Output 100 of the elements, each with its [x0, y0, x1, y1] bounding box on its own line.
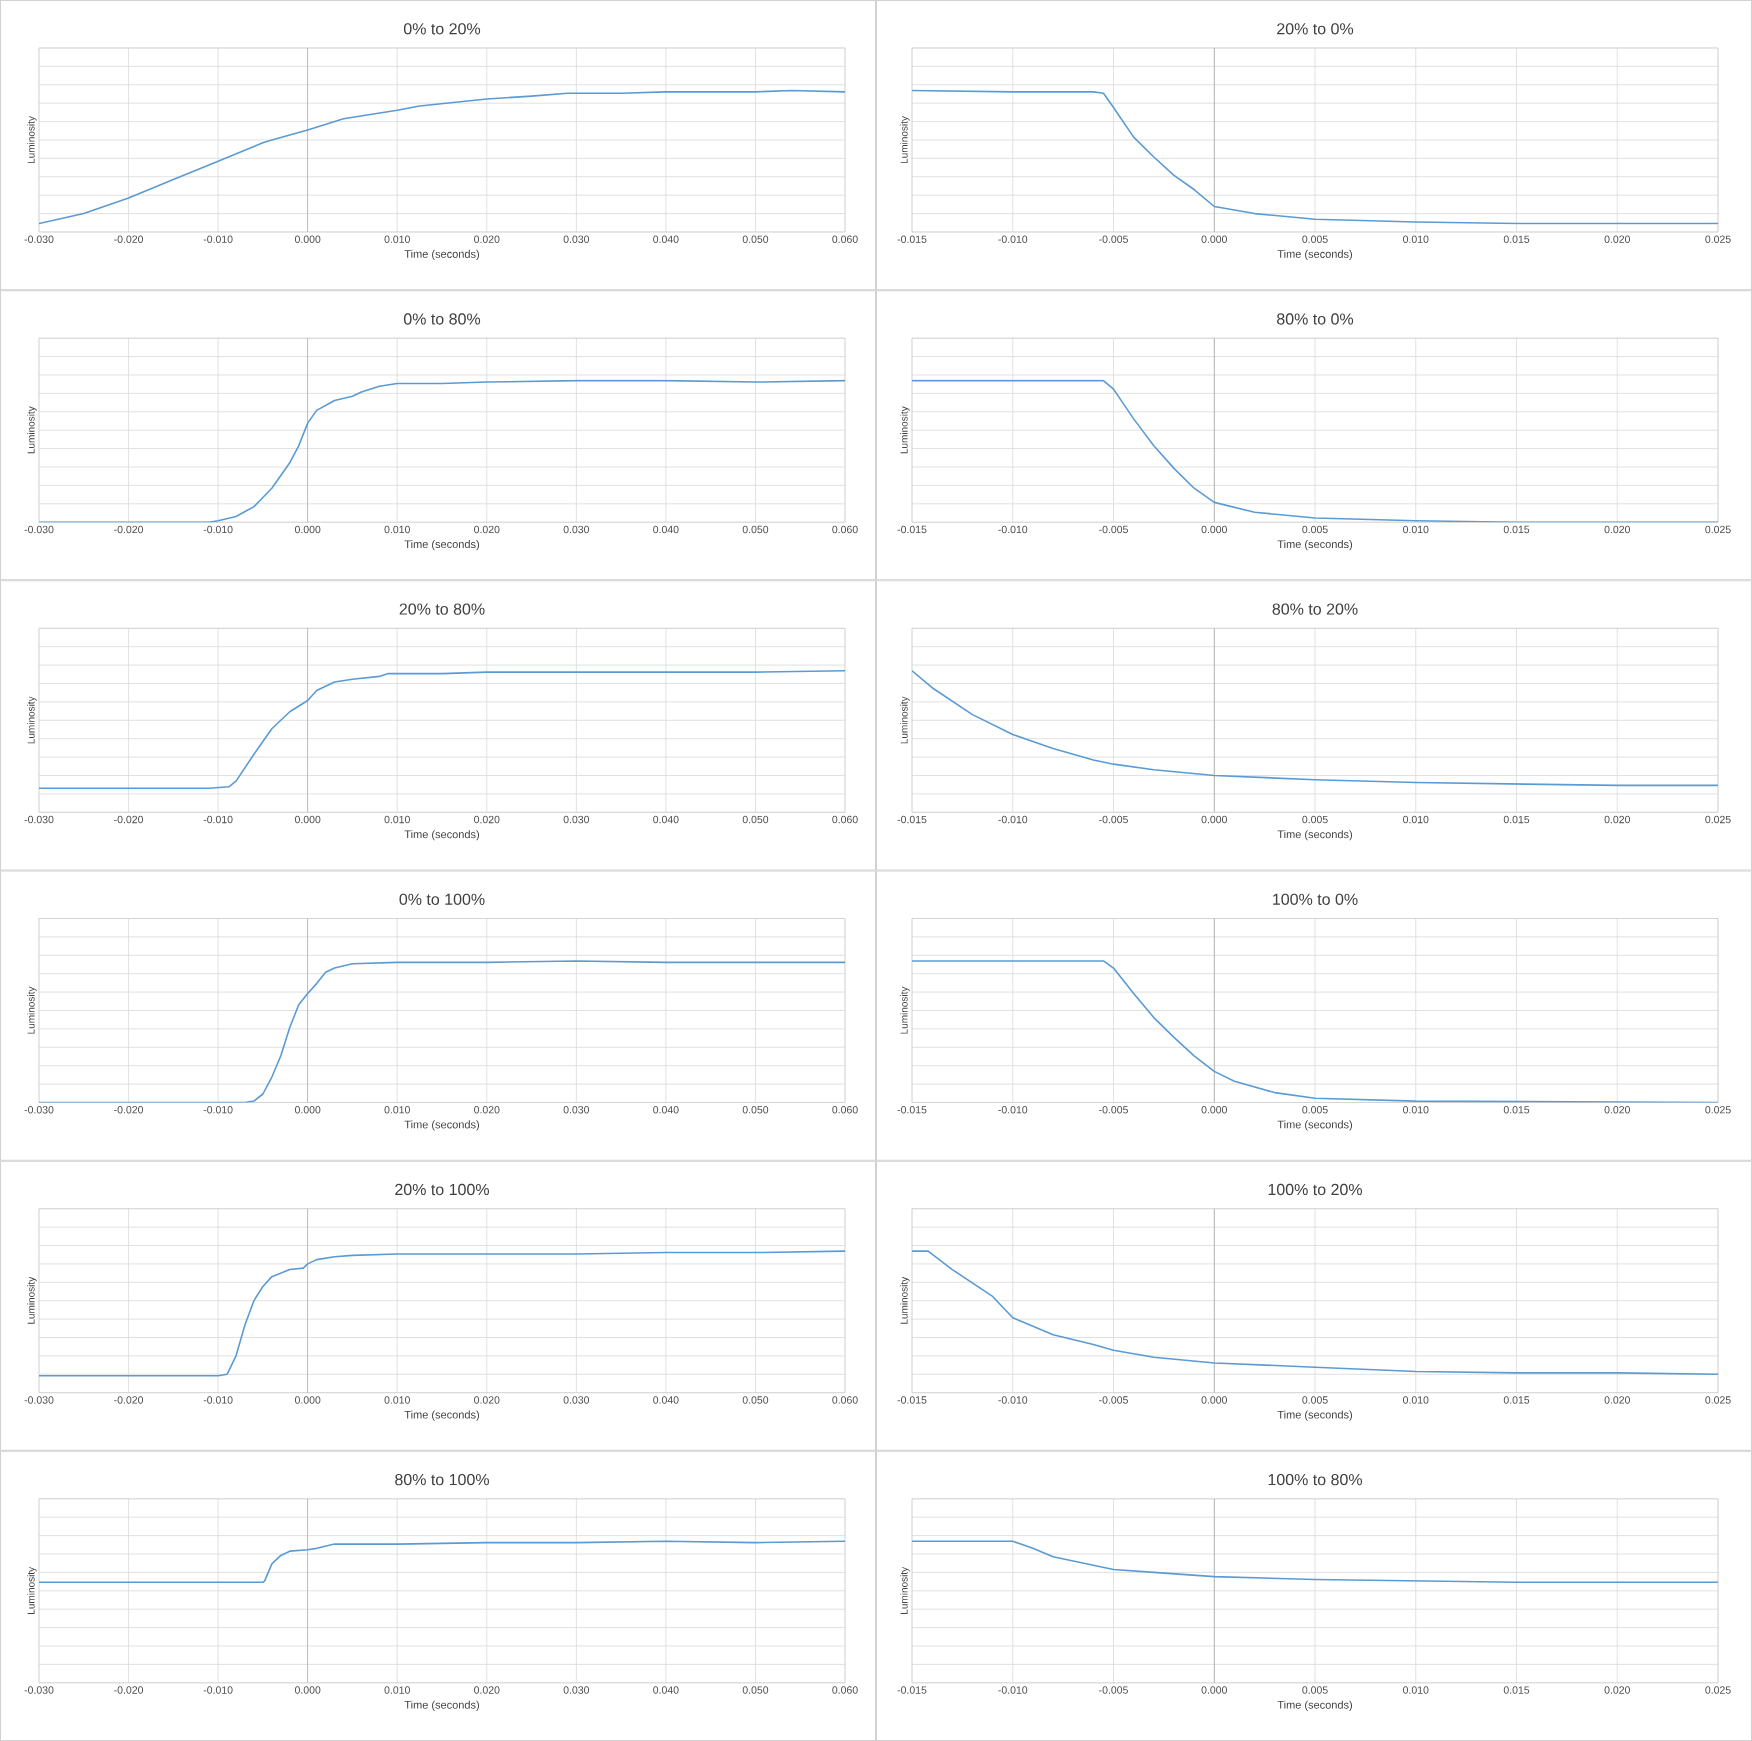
x-tick-label: -0.010	[998, 235, 1028, 243]
x-tick-label: -0.030	[24, 235, 54, 243]
y-axis-title: Luminosity	[900, 116, 910, 164]
x-tick-label: 0.010	[384, 525, 410, 534]
x-tick-label: 0.020	[474, 1396, 500, 1404]
x-tick-label: -0.020	[114, 525, 144, 534]
x-tick-label: -0.010	[998, 1396, 1028, 1404]
x-tick-label: 0.015	[1503, 525, 1530, 534]
y-axis-title: Luminosity	[27, 116, 37, 164]
y-axis-title: Luminosity	[900, 1566, 910, 1614]
y-axis-title: Luminosity	[900, 406, 910, 454]
chart-title: 80% to 100%	[395, 1473, 490, 1486]
x-tick-label: -0.010	[203, 1106, 233, 1114]
y-axis-title: Luminosity	[27, 696, 37, 744]
x-tick-label: 0.030	[563, 525, 590, 534]
x-tick-label: 0.040	[653, 235, 679, 243]
x-tick-label: 0.020	[474, 1106, 500, 1114]
x-axis-title: Time (seconds)	[404, 830, 479, 841]
x-tick-label: 0.030	[563, 235, 590, 243]
x-tick-label: 0.010	[384, 1396, 410, 1404]
y-axis-title: Luminosity	[900, 986, 910, 1034]
x-tick-label: 0.020	[1604, 815, 1630, 824]
x-tick-label: 0.000	[1201, 1106, 1227, 1114]
x-tick-label: 0.000	[294, 1106, 321, 1114]
chart-title: 0% to 80%	[403, 313, 481, 325]
x-tick-label: -0.020	[114, 1686, 144, 1694]
x-axis-title: Time (seconds)	[1277, 1700, 1353, 1711]
y-axis-title: Luminosity	[27, 1566, 37, 1614]
x-tick-label: -0.005	[1099, 1396, 1128, 1404]
x-tick-label: 0.030	[563, 1686, 590, 1694]
x-tick-label: 0.000	[294, 815, 321, 824]
chart-title: 20% to 80%	[399, 603, 485, 615]
x-tick-label: -0.030	[24, 1106, 54, 1114]
x-tick-label: 0.000	[1201, 1396, 1227, 1404]
x-tick-label: 0.025	[1705, 1396, 1731, 1404]
x-tick-label: 0.010	[384, 1106, 410, 1114]
x-tick-label: 0.010	[1403, 1106, 1429, 1114]
x-tick-label: -0.015	[897, 815, 927, 824]
x-tick-label: 0.050	[742, 1686, 769, 1694]
x-tick-label: 0.000	[294, 1686, 321, 1694]
x-tick-label: 0.060	[832, 1396, 858, 1404]
x-tick-label: 0.060	[832, 1686, 858, 1694]
x-tick-label: -0.010	[203, 1396, 233, 1404]
y-axis-title: Luminosity	[900, 1276, 910, 1324]
x-tick-label: -0.020	[114, 1396, 144, 1404]
x-tick-label: 0.015	[1503, 1686, 1530, 1694]
x-axis-title: Time (seconds)	[1277, 249, 1353, 261]
x-tick-label: -0.005	[1099, 1106, 1128, 1114]
x-tick-label: 0.040	[653, 1686, 679, 1694]
x-tick-label: -0.015	[897, 1396, 927, 1404]
x-tick-label: -0.005	[1099, 1686, 1128, 1694]
x-tick-label: -0.010	[203, 525, 233, 534]
x-tick-label: 0.010	[1403, 1396, 1429, 1404]
x-tick-label: 0.005	[1302, 1396, 1328, 1404]
x-tick-label: 0.050	[742, 235, 769, 243]
x-tick-label: 0.020	[1604, 1106, 1630, 1114]
x-tick-label: 0.010	[384, 1686, 410, 1694]
x-tick-label: 0.010	[1403, 1686, 1429, 1694]
x-tick-label: -0.015	[897, 525, 927, 534]
x-tick-label: 0.030	[563, 1396, 590, 1404]
x-tick-label: 0.000	[294, 235, 321, 243]
x-tick-label: -0.020	[114, 815, 144, 824]
x-tick-label: -0.015	[897, 1686, 927, 1694]
x-tick-label: 0.010	[384, 235, 410, 243]
y-axis-title: Luminosity	[900, 696, 910, 744]
x-tick-label: 0.025	[1705, 1106, 1731, 1114]
x-tick-label: 0.060	[832, 235, 858, 243]
x-axis-title: Time (seconds)	[404, 1700, 479, 1711]
x-tick-label: 0.005	[1302, 1106, 1328, 1114]
x-axis-title: Time (seconds)	[1277, 1120, 1353, 1131]
x-tick-label: -0.005	[1099, 815, 1128, 824]
chart-title: 0% to 100%	[399, 893, 485, 905]
x-tick-label: 0.025	[1705, 525, 1731, 534]
x-tick-label: 0.005	[1302, 525, 1328, 534]
x-tick-label: 0.020	[1604, 525, 1630, 534]
x-tick-label: 0.020	[1604, 235, 1630, 243]
x-tick-label: 0.000	[1201, 235, 1227, 243]
x-tick-label: 0.010	[384, 815, 410, 824]
x-tick-label: 0.040	[653, 525, 679, 534]
x-tick-label: 0.020	[1604, 1396, 1630, 1404]
x-tick-label: 0.000	[294, 1396, 321, 1404]
x-tick-label: 0.005	[1302, 815, 1328, 824]
x-tick-label: 0.015	[1503, 1396, 1530, 1404]
x-tick-label: -0.005	[1099, 235, 1128, 243]
x-tick-label: 0.015	[1503, 815, 1530, 824]
x-axis-title: Time (seconds)	[404, 1120, 479, 1131]
x-axis-title: Time (seconds)	[404, 540, 479, 551]
chart-title: 100% to 0%	[1273, 893, 1358, 905]
chart-title: 80% to 0%	[1277, 313, 1354, 325]
x-tick-label: 0.000	[1201, 815, 1227, 824]
x-tick-label: 0.020	[474, 815, 500, 824]
x-tick-label: -0.010	[203, 815, 233, 824]
chart-title: 0% to 20%	[403, 23, 481, 35]
x-tick-label: 0.015	[1503, 1106, 1530, 1114]
x-tick-label: 0.025	[1705, 815, 1731, 824]
y-axis-title: Luminosity	[27, 986, 37, 1034]
x-tick-label: -0.010	[998, 1686, 1028, 1694]
chart-title: 20% to 100%	[395, 1183, 490, 1196]
x-axis-title: Time (seconds)	[1277, 830, 1353, 841]
chart-title: 100% to 20%	[1268, 1183, 1363, 1196]
